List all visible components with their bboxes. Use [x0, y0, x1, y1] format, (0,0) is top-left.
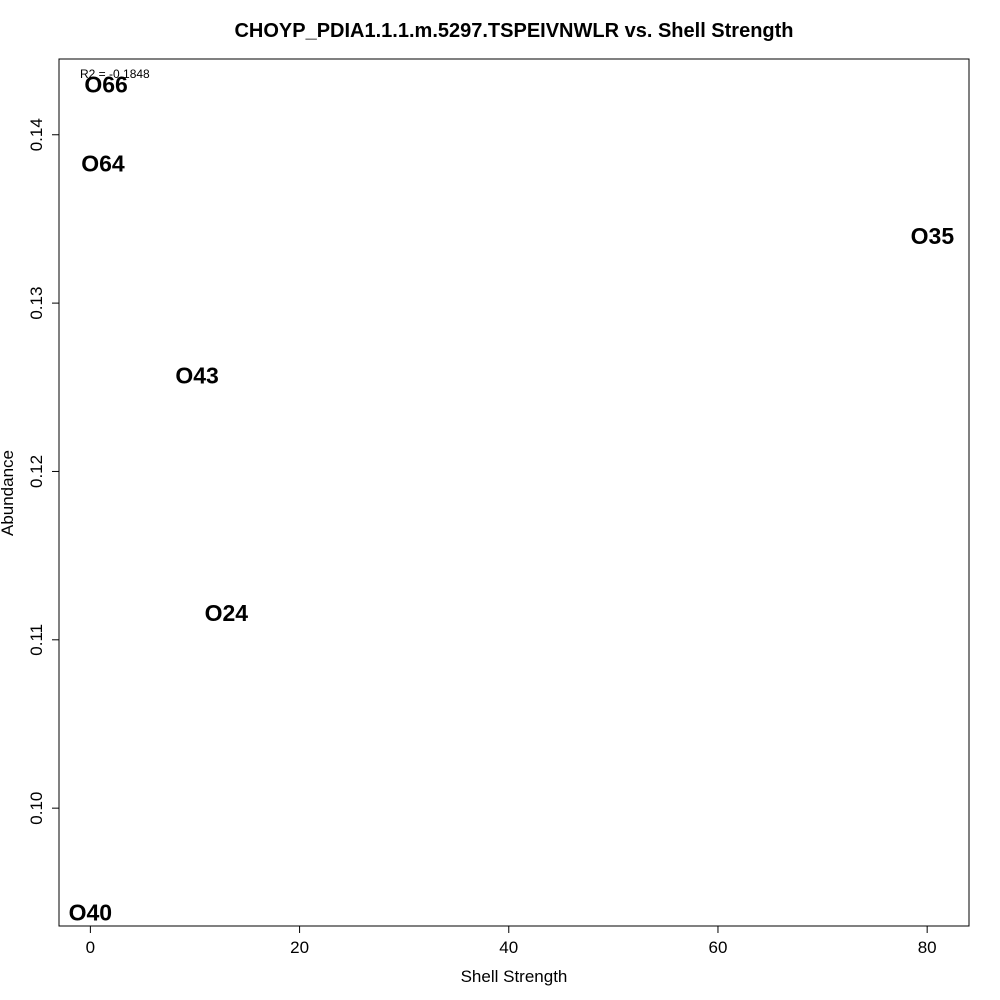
point-label: O24 — [205, 600, 249, 626]
y-tick-label: 0.14 — [27, 118, 46, 151]
r2-annotation: R2 = -0.1848 — [80, 67, 150, 81]
data-points: O66 O64 O35 O43 O24 O40 — [69, 71, 955, 925]
chart-title: CHOYP_PDIA1.1.1.m.5297.TSPEIVNWLR vs. Sh… — [234, 20, 793, 42]
point-label: O43 — [175, 362, 218, 388]
y-tick-label: 0.11 — [27, 624, 46, 656]
point-label: O66 — [84, 71, 127, 97]
x-tick-label: 20 — [290, 938, 309, 957]
y-axis: 0.10 0.11 0.12 0.13 0.14 — [27, 118, 60, 825]
x-axis: 0 20 40 60 80 — [86, 925, 937, 957]
x-tick-label: 80 — [918, 938, 937, 957]
y-tick-label: 0.12 — [27, 455, 46, 488]
x-tick-label: 0 — [86, 938, 95, 957]
y-tick-label: 0.13 — [27, 287, 46, 320]
x-axis-label: Shell Strength — [461, 967, 568, 986]
point-label: O64 — [81, 150, 125, 176]
x-tick-label: 60 — [709, 938, 728, 957]
x-tick-label: 40 — [499, 938, 518, 957]
plot-area-border — [58, 58, 970, 927]
point-label: O35 — [911, 223, 955, 249]
y-axis-label: Abundance — [0, 450, 17, 536]
y-tick-label: 0.10 — [27, 792, 46, 825]
point-label: O40 — [69, 900, 112, 926]
